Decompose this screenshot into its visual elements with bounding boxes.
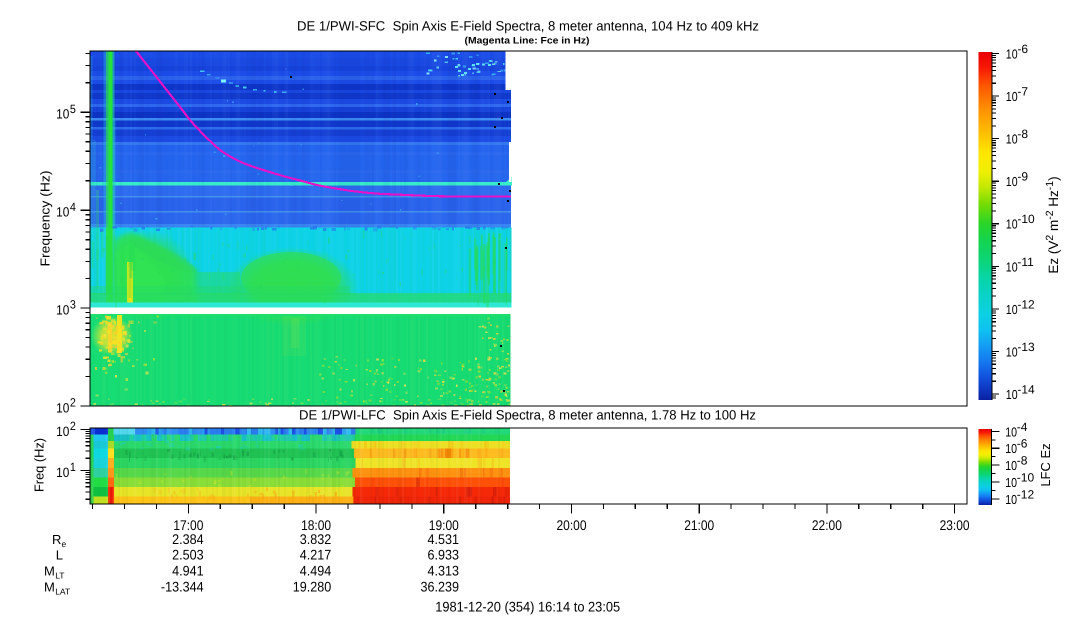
- svg-text:-10: -10: [1017, 471, 1035, 485]
- svg-text:Ez (V2 m-2 Hz-1): Ez (V2 m-2 Hz-1): [1044, 176, 1061, 273]
- svg-text:10: 10: [56, 107, 69, 122]
- svg-text:10: 10: [1006, 387, 1018, 402]
- svg-text:-4: -4: [1017, 420, 1028, 434]
- svg-text:23:00: 23:00: [940, 517, 970, 533]
- svg-text:M: M: [44, 579, 55, 594]
- svg-text:4: 4: [70, 200, 76, 214]
- svg-text:-7: -7: [1017, 85, 1028, 99]
- svg-text:3.832: 3.832: [300, 531, 332, 547]
- svg-text:4.217: 4.217: [300, 547, 332, 563]
- svg-text:10: 10: [1006, 47, 1018, 62]
- svg-text:10: 10: [56, 400, 69, 415]
- svg-text:10: 10: [1006, 174, 1018, 189]
- svg-text:-6: -6: [1017, 42, 1028, 56]
- svg-text:10: 10: [1006, 302, 1018, 317]
- svg-text:10: 10: [1006, 89, 1018, 104]
- svg-text:22:00: 22:00: [812, 517, 842, 533]
- svg-text:6.933: 6.933: [428, 547, 460, 563]
- svg-text:19.280: 19.280: [293, 578, 332, 594]
- svg-text:2.384: 2.384: [172, 531, 204, 547]
- svg-text:36.239: 36.239: [421, 578, 460, 594]
- svg-text:21:00: 21:00: [684, 517, 714, 533]
- svg-text:18:00: 18:00: [301, 517, 331, 533]
- svg-text:4.531: 4.531: [428, 531, 460, 547]
- svg-text:10: 10: [1005, 441, 1017, 456]
- svg-text:19:00: 19:00: [429, 517, 459, 533]
- svg-text:Freq (Hz): Freq (Hz): [32, 438, 47, 492]
- svg-text:Frequency (Hz): Frequency (Hz): [38, 171, 53, 267]
- svg-text:10: 10: [1006, 217, 1018, 232]
- svg-text:10: 10: [56, 465, 69, 480]
- svg-text:10: 10: [56, 302, 69, 317]
- svg-text:2: 2: [70, 419, 76, 433]
- svg-text:-12: -12: [1017, 487, 1035, 501]
- svg-text:-6: -6: [1017, 437, 1028, 451]
- svg-text:2.503: 2.503: [172, 547, 204, 563]
- svg-text:10: 10: [1006, 132, 1018, 147]
- svg-text:(Magenta Line: Fce in Hz): (Magenta Line: Fce in Hz): [465, 36, 590, 47]
- svg-text:4.313: 4.313: [428, 563, 460, 579]
- svg-text:-13.344: -13.344: [161, 578, 204, 594]
- svg-text:LAT: LAT: [55, 587, 70, 597]
- svg-text:5: 5: [70, 102, 76, 116]
- svg-text:10: 10: [1006, 259, 1018, 274]
- svg-text:DE 1/PWI-LFC Spin Axis E-Fiel: DE 1/PWI-LFC Spin Axis E-Field Spectra, …: [299, 408, 756, 423]
- svg-text:-10: -10: [1017, 212, 1035, 226]
- svg-text:3: 3: [70, 298, 76, 312]
- svg-text:-12: -12: [1017, 297, 1035, 311]
- svg-text:1981-12-20 (354) 16:14 to 23:0: 1981-12-20 (354) 16:14 to 23:05: [435, 599, 620, 615]
- svg-text:-8: -8: [1017, 454, 1028, 468]
- svg-text:4.494: 4.494: [300, 563, 332, 579]
- svg-text:LFC Ez: LFC Ez: [1038, 443, 1053, 486]
- svg-text:2: 2: [70, 396, 76, 410]
- svg-text:17:00: 17:00: [173, 517, 203, 533]
- svg-text:-14: -14: [1017, 383, 1035, 397]
- svg-text:-13: -13: [1017, 340, 1035, 354]
- svg-text:DE 1/PWI-SFC Spin Axis E-Fiel: DE 1/PWI-SFC Spin Axis E-Field Spectra, …: [297, 19, 759, 34]
- svg-text:LT: LT: [55, 571, 64, 581]
- svg-text:10: 10: [1005, 458, 1017, 473]
- svg-text:4.941: 4.941: [172, 563, 204, 579]
- svg-text:e: e: [62, 539, 67, 549]
- svg-text:10: 10: [56, 205, 69, 220]
- svg-text:10: 10: [56, 424, 69, 439]
- svg-text:10: 10: [1006, 344, 1018, 359]
- svg-text:-11: -11: [1017, 255, 1034, 269]
- svg-text:1: 1: [70, 460, 76, 474]
- svg-text:10: 10: [1005, 492, 1017, 507]
- svg-text:20:00: 20:00: [557, 517, 587, 533]
- svg-text:R: R: [52, 532, 61, 547]
- svg-text:10: 10: [1005, 475, 1017, 490]
- svg-text:10: 10: [1005, 424, 1017, 439]
- svg-text:L: L: [56, 548, 63, 563]
- svg-text:-9: -9: [1017, 170, 1028, 184]
- svg-text:M: M: [44, 564, 55, 579]
- svg-text:-8: -8: [1017, 127, 1028, 141]
